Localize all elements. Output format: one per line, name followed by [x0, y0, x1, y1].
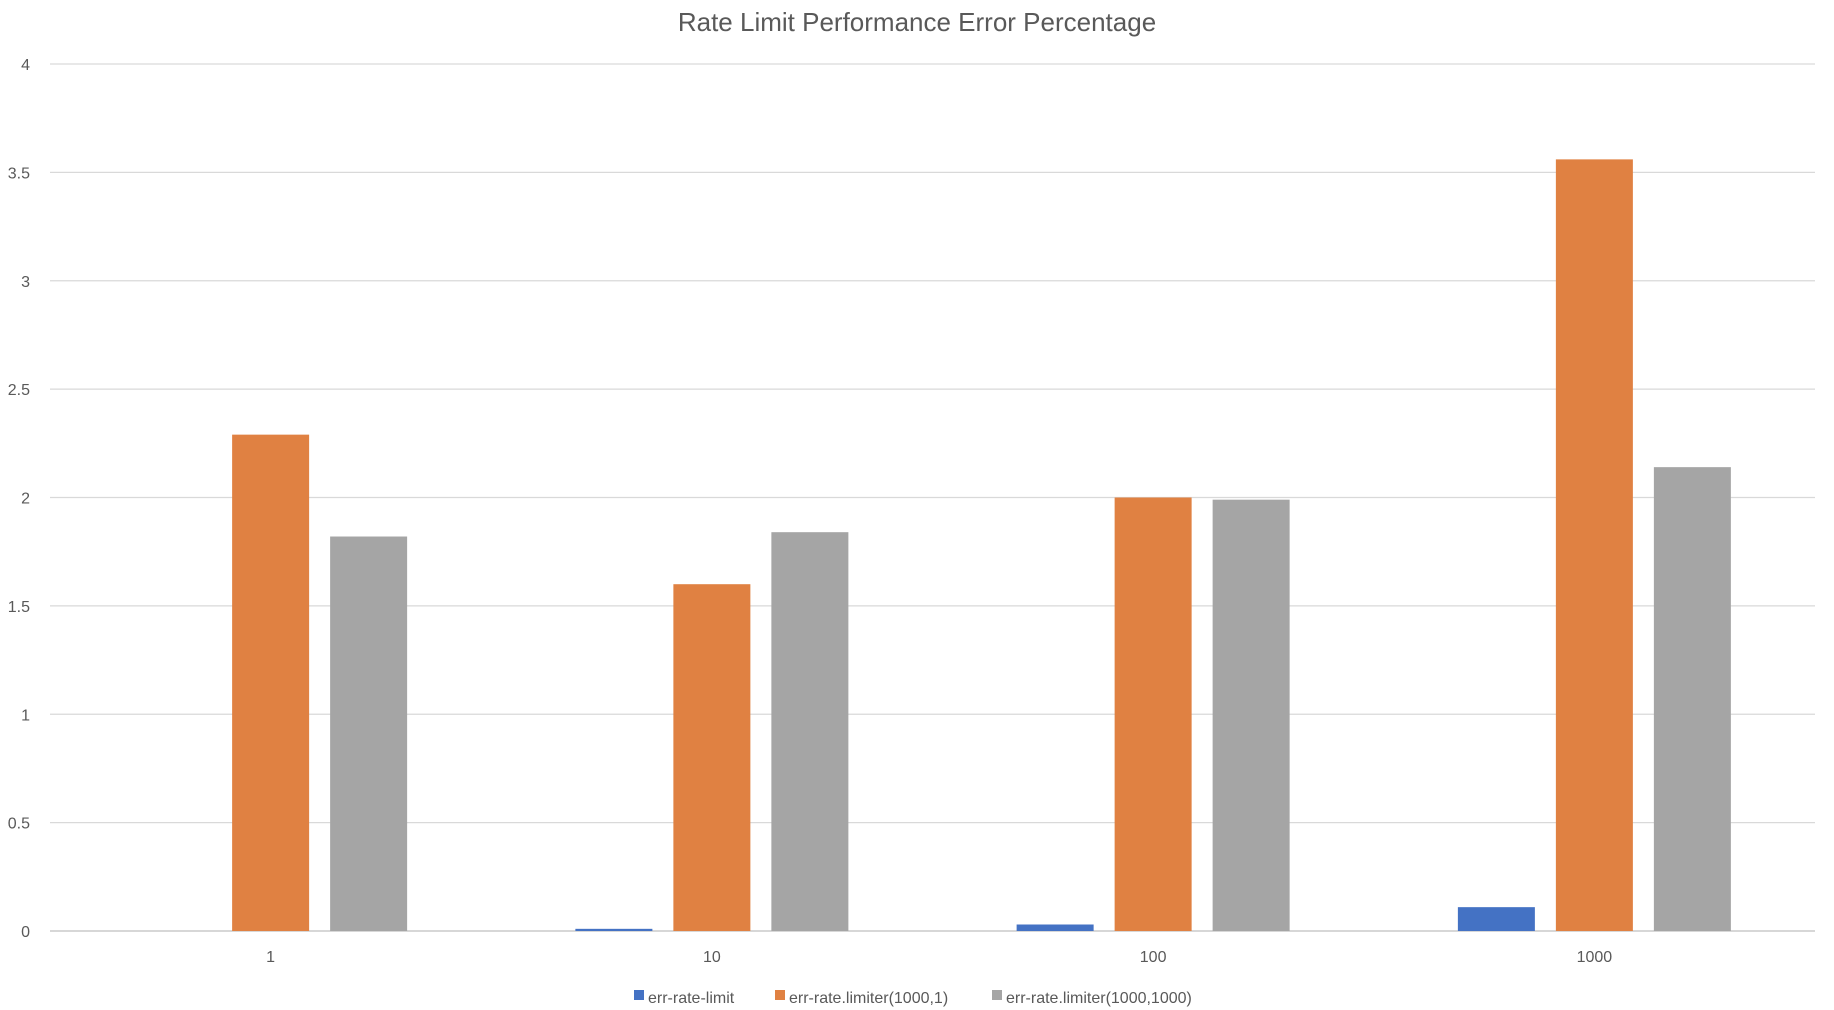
legend-label: err-rate.limiter(1000,1000)	[1006, 990, 1192, 1007]
bar-err-rate.limiter(1000,1000)-1	[330, 536, 408, 931]
y-tick-label: 0	[21, 924, 30, 941]
y-tick-label: 4	[21, 57, 30, 74]
legend-swatch	[992, 990, 1002, 1000]
bar-err-rate-limit-1000	[1457, 907, 1535, 931]
y-axis-ticks: 0 0.5 1 1.5 2 2.5 3 3.5 4	[8, 57, 30, 941]
bar-err-rate-limit-10	[575, 928, 653, 931]
y-tick-label: 3.5	[8, 165, 30, 182]
bar-err-rate.limiter(1000,1000)-100	[1212, 499, 1290, 931]
legend-label: err-rate-limit	[648, 990, 735, 1007]
y-tick-label: 2	[21, 491, 30, 508]
x-tick-label: 100	[1140, 949, 1167, 966]
x-tick-label: 10	[703, 949, 721, 966]
legend-swatch	[775, 990, 785, 1000]
bar-err-rate.limiter(1000,1000)-10	[771, 532, 849, 931]
legend-swatch	[634, 990, 644, 1000]
bar-err-rate.limiter(1000,1000)-1000	[1653, 467, 1731, 931]
chart-title: Rate Limit Performance Error Percentage	[678, 7, 1156, 37]
bar-err-rate.limiter(1000,1)-1000	[1555, 159, 1633, 931]
gridlines	[50, 63, 1815, 932]
bar-err-rate.limiter(1000,1)-10	[673, 584, 751, 931]
bar-err-rate.limiter(1000,1)-100	[1114, 497, 1192, 931]
y-tick-label: 2.5	[8, 382, 30, 399]
y-tick-label: 0.5	[8, 816, 30, 833]
y-tick-label: 1	[21, 707, 30, 724]
legend: err-rate-limit err-rate.limiter(1000,1) er…	[634, 990, 1192, 1007]
legend-label: err-rate.limiter(1000,1)	[789, 990, 948, 1007]
bar-err-rate.limiter(1000,1)-1	[232, 434, 310, 931]
y-tick-label: 3	[21, 274, 30, 291]
x-axis-ticks: 1 10 100 1000	[266, 949, 1612, 966]
x-tick-label: 1000	[1577, 949, 1613, 966]
x-tick-label: 1	[266, 949, 275, 966]
bars	[232, 159, 1731, 931]
y-tick-label: 1.5	[8, 599, 30, 616]
bar-err-rate-limit-100	[1016, 924, 1094, 931]
